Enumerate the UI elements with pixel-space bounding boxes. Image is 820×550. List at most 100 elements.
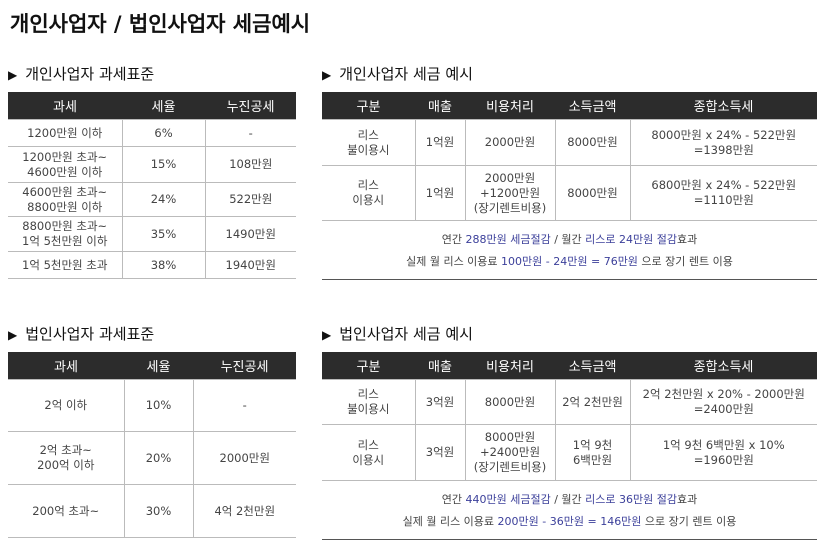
- column-header: 종합소득세: [630, 92, 817, 120]
- note-text: 효과: [677, 233, 698, 246]
- column-header: 누진공세: [193, 352, 296, 380]
- row: 리스 이용시 3억원 8000만원 +2400만원 (장기렌트비용) 1억 9천 6백…: [322, 424, 817, 481]
- note-text: 200만원 - 36만원 = 146만원: [497, 515, 642, 528]
- row: 리스 불이용시 1억원 2000만원 8000만원 8000만원 x 24% - 522…: [322, 119, 817, 166]
- row: 1200만원 초과~ 4600만원 이하 15% 108만원: [8, 146, 296, 183]
- cell: 8000만원: [554, 119, 631, 166]
- column-header: 세율: [122, 92, 205, 120]
- note-text: 연간: [441, 233, 466, 246]
- column-header: 세율: [124, 352, 193, 380]
- cell: 3억원: [414, 379, 466, 425]
- cell: 8800만원 초과~ 1억 5천만원 이하: [8, 216, 123, 252]
- note-text: 으로 장기 렌트 이용: [641, 515, 737, 528]
- cell: 8000만원: [464, 379, 556, 425]
- column-header: 비용처리: [465, 92, 555, 120]
- cell: 1억 9천 6백만원 x 10% =1960만원: [629, 424, 817, 481]
- note-text: / 월간: [550, 233, 586, 246]
- column-header: 소득금액: [555, 92, 630, 120]
- section-heading: 법인사업자 과세표준: [8, 324, 296, 352]
- cell: 6%: [121, 119, 206, 147]
- cell: 8000만원 x 24% - 522만원 =1398만원: [629, 119, 817, 166]
- row: 200억 초과~ 30% 4억 2천만원: [8, 484, 296, 538]
- note-text: 실제 월 리스 이용료: [402, 515, 498, 528]
- cell: 2000만원: [464, 119, 556, 166]
- cell: 3억원: [414, 424, 466, 481]
- cell: 10%: [123, 379, 194, 432]
- note-text: 실제 월 리스 이용료: [406, 255, 502, 268]
- note-line: 연간 440만원 세금절감 / 월간 리스로 36만원 절감효과: [322, 489, 817, 511]
- note-text: 으로 장기 렌트 이용: [637, 255, 733, 268]
- cell: 38%: [121, 251, 206, 279]
- cell: 15%: [121, 146, 206, 183]
- header-row: 과세 세율 누진공세: [8, 92, 296, 120]
- note-text: 288만원 세금절감: [465, 233, 551, 246]
- note-text: 100만원 - 24만원 = 76만원: [501, 255, 638, 268]
- note-line: 실제 월 리스 이용료 200만원 - 36만원 = 146만원 으로 장기 렌…: [322, 511, 817, 533]
- note-text: 리스로 24만원 절감: [585, 233, 677, 246]
- column-header: 과세: [8, 352, 124, 380]
- column-header: 매출: [415, 92, 465, 120]
- note-text: 연간: [441, 493, 466, 506]
- section-heading: 개인사업자 과세표준: [8, 64, 296, 92]
- header-row: 구분 매출 비용처리 소득금액 종합소득세: [322, 92, 817, 120]
- cell: 8000만원 +2400만원 (장기렌트비용): [464, 424, 556, 481]
- column-header: 구분: [322, 352, 415, 380]
- cell: 2억 초과~ 200억 이하: [8, 431, 125, 485]
- row: 1200만원 이하 6% -: [8, 119, 296, 147]
- table: 구분 매출 비용처리 소득금액 종합소득세 리스 불이용시 1억원 2000만원 8000만원 8…: [322, 92, 817, 221]
- table: 과세 세율 누진공세 2억 이하 10% -2억 초과~ 200억 이하 20% 2000만원…: [8, 352, 296, 538]
- cell: 1940만원: [204, 251, 296, 279]
- row: 4600만원 초과~ 8800만원 이하 24% 522만원: [8, 182, 296, 217]
- cell: 리스 이용시: [322, 165, 416, 221]
- cell: 8000만원: [554, 165, 631, 221]
- cell: 1200만원 초과~ 4600만원 이하: [8, 146, 123, 183]
- page-title: 개인사업자 / 법인사업자 세금예시: [10, 12, 311, 36]
- notes: 연간 440만원 세금절감 / 월간 리스로 36만원 절감효과 실제 월 리스 …: [322, 481, 817, 540]
- cell: 1억원: [414, 165, 466, 221]
- cell: 2000만원: [192, 431, 296, 485]
- cell: 35%: [121, 216, 206, 252]
- cell: -: [204, 119, 296, 147]
- cell: 4600만원 초과~ 8800만원 이하: [8, 182, 123, 217]
- row: 리스 이용시 1억원 2000만원 +1200만원 (장기렌트비용) 8000만원 68…: [322, 165, 817, 221]
- header-row: 구분 매출 비용처리 소득금액 종합소득세: [322, 352, 817, 380]
- cell: 1억원: [414, 119, 466, 166]
- header-row: 과세 세율 누진공세: [8, 352, 296, 380]
- column-header: 과세: [8, 92, 122, 120]
- cell: 1200만원 이하: [8, 119, 123, 147]
- note-text: 440만원 세금절감: [465, 493, 551, 506]
- section-heading: 법인사업자 세금 예시: [322, 324, 817, 352]
- cell: 2억 2천만원 x 20% - 2000만원 =2400만원: [629, 379, 817, 425]
- row: 2억 이하 10% -: [8, 379, 296, 432]
- cell: 6800만원 x 24% - 522만원 =1110만원: [629, 165, 817, 221]
- notes: 연간 288만원 세금절감 / 월간 리스로 24만원 절감효과 실제 월 리스 …: [322, 221, 817, 280]
- note-line: 실제 월 리스 이용료 100만원 - 24만원 = 76만원 으로 장기 렌트…: [322, 251, 817, 273]
- note-text: 효과: [677, 493, 698, 506]
- section-heading: 개인사업자 세금 예시: [322, 64, 817, 92]
- cell: 1490만원: [204, 216, 296, 252]
- cell: 4억 2천만원: [192, 484, 296, 538]
- row: 리스 불이용시 3억원 8000만원 2억 2천만원 2억 2천만원 x 20% - 2…: [322, 379, 817, 425]
- note-text: 리스로 36만원 절감: [585, 493, 677, 506]
- column-header: 누진공세: [205, 92, 296, 120]
- cell: 2억 2천만원: [554, 379, 631, 425]
- row: 2억 초과~ 200억 이하 20% 2000만원: [8, 431, 296, 485]
- cell: 20%: [123, 431, 194, 485]
- cell: 2000만원 +1200만원 (장기렌트비용): [464, 165, 556, 221]
- row: 8800만원 초과~ 1억 5천만원 이하 35% 1490만원: [8, 216, 296, 252]
- column-header: 매출: [415, 352, 465, 380]
- cell: 리스 이용시: [322, 424, 416, 481]
- cell: 522만원: [204, 182, 296, 217]
- cell: 리스 불이용시: [322, 119, 416, 166]
- column-header: 소득금액: [555, 352, 630, 380]
- cell: 리스 불이용시: [322, 379, 416, 425]
- column-header: 구분: [322, 92, 415, 120]
- note-line: 연간 288만원 세금절감 / 월간 리스로 24만원 절감효과: [322, 229, 817, 251]
- cell: 1억 5천만원 초과: [8, 251, 123, 279]
- cell: 30%: [123, 484, 194, 538]
- cell: 108만원: [204, 146, 296, 183]
